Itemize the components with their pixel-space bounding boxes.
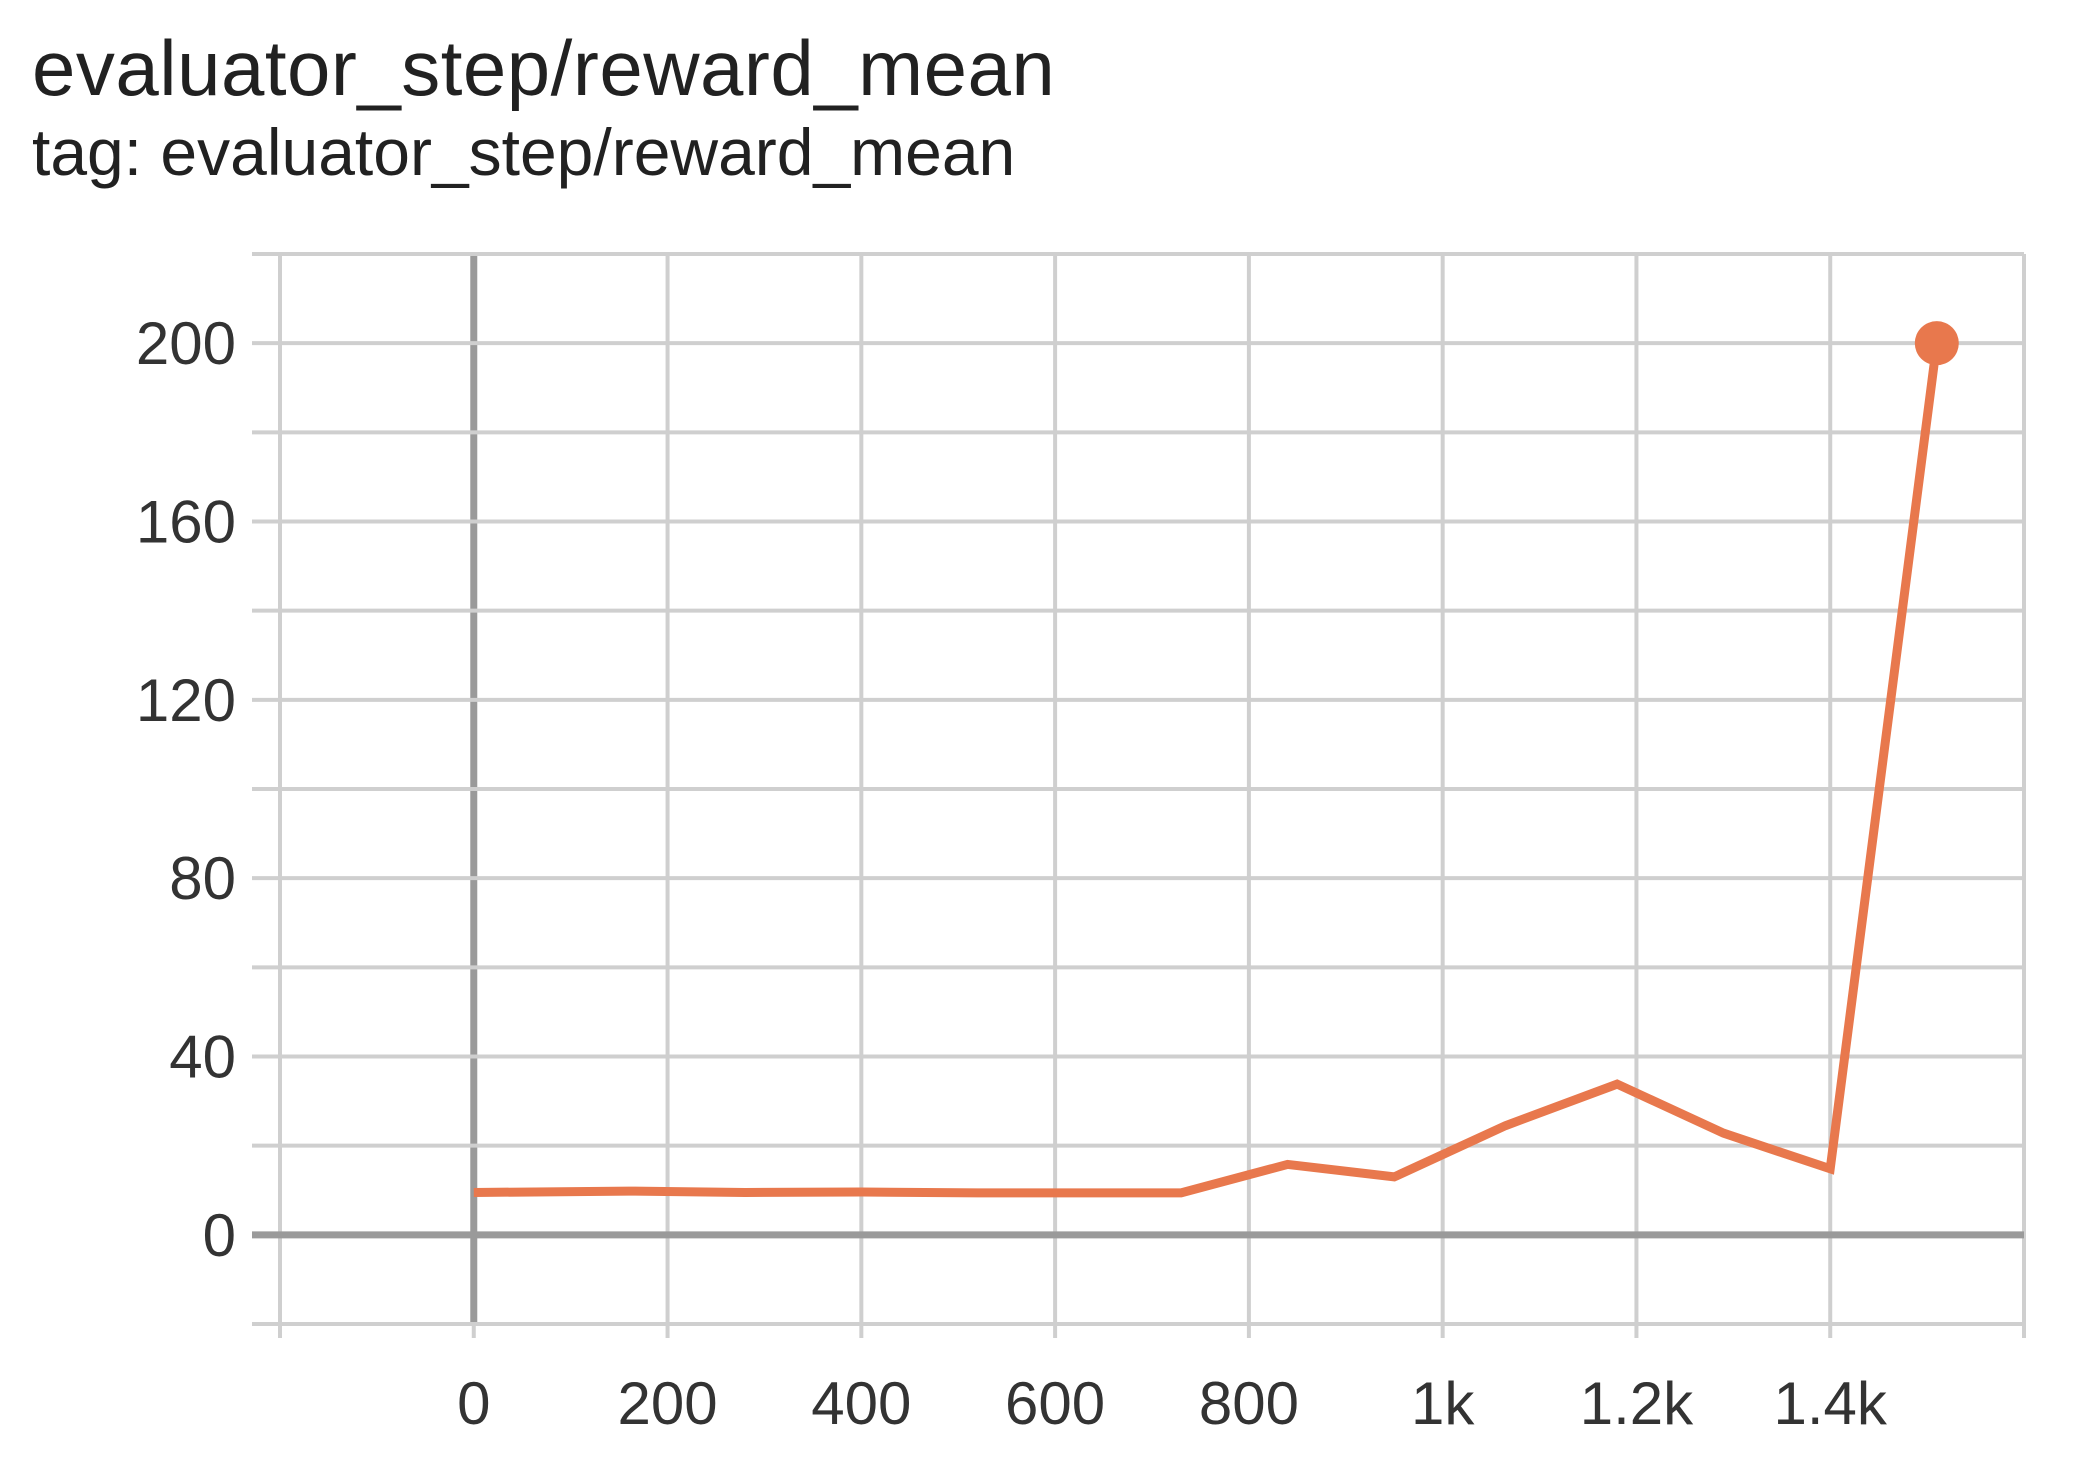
y-tick-label: 80: [169, 845, 236, 912]
series-line: [473, 342, 1942, 1198]
x-tick-label: 1.2k: [1580, 1370, 1694, 1437]
y-tick-label: 40: [169, 1024, 236, 1091]
x-tick-label: 600: [1005, 1370, 1105, 1437]
y-tick-label: 160: [136, 489, 236, 556]
y-tick-label: 120: [136, 667, 236, 734]
x-tick-label: 1k: [1411, 1370, 1475, 1437]
x-tick-label: 800: [1199, 1370, 1299, 1437]
chart-title: evaluator_step/reward_mean: [32, 24, 1056, 112]
x-tick-label: 1.4k: [1774, 1370, 1888, 1437]
y-tick-label: 200: [136, 310, 236, 377]
x-tick-label: 400: [811, 1370, 911, 1437]
y-tick-label: 0: [203, 1202, 236, 1269]
x-tick-label: 0: [457, 1370, 490, 1437]
chart-subtitle: tag: evaluator_step/reward_mean: [32, 115, 1016, 189]
x-tick-label: 200: [618, 1370, 718, 1437]
last-point-marker: [1914, 321, 1959, 366]
